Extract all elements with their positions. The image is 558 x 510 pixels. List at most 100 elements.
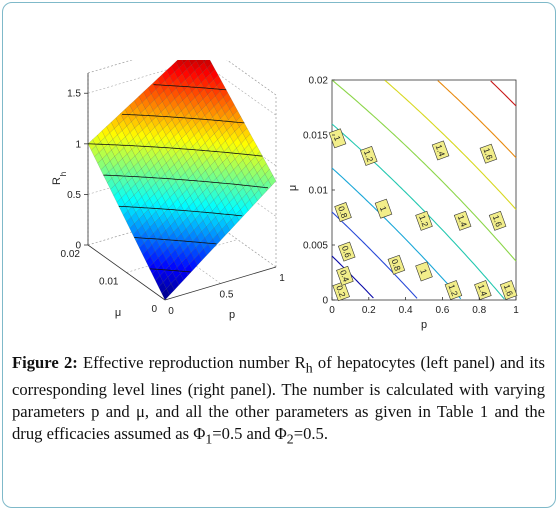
surface-cell <box>173 159 183 172</box>
contour-line-0-6 <box>331 167 462 300</box>
surface-cell <box>161 162 170 175</box>
contour-label: 1.6 <box>499 280 518 301</box>
surface-cell <box>144 142 153 154</box>
surface-mesh <box>87 60 277 301</box>
surface-cell <box>208 171 217 184</box>
contour-label-text: 1.6 <box>502 283 516 298</box>
p-tick-label: 0 <box>168 306 174 317</box>
surface-cell <box>149 193 158 206</box>
surface-cell <box>160 107 170 119</box>
contour-label: 1.2 <box>415 210 433 231</box>
contour-label-text: 1.2 <box>362 149 376 164</box>
x-tick-label: 0.6 <box>435 305 449 316</box>
contour-line-1-2 <box>384 79 517 210</box>
contour-label-text: 1.4 <box>456 214 470 229</box>
contour-label: 1 <box>328 128 347 149</box>
z-tick-label: 0 <box>75 241 81 252</box>
surface-cell <box>158 90 168 102</box>
contour-labels: 0.20.4 0.6 0.8 1 0.8 1 1 1.2 1.2 1.2 1.4 1.4 1.4 1.6 1… <box>328 128 518 302</box>
x-tick-label: 0.4 <box>399 305 413 316</box>
surface-contour-line <box>103 174 269 189</box>
surface-cell <box>181 161 191 173</box>
contour-line-0-4 <box>331 211 418 299</box>
surface-cell <box>157 101 166 113</box>
contour-label-box <box>474 280 492 301</box>
surface-cell <box>161 70 171 81</box>
x-tick-label: 0.2 <box>362 305 376 316</box>
surface-contour-line <box>134 237 217 245</box>
surface-plot: 1.5 1 0.5 0 Rh 0 0.5 1 p 0 0.01 0.02 μ <box>51 60 285 321</box>
surface-cell <box>179 144 189 156</box>
contour-label-box <box>453 210 472 231</box>
contour-label-text: 0.4 <box>338 269 352 284</box>
surface-cell <box>131 117 140 129</box>
caption-text-3: =0.5 and Φ <box>212 424 287 444</box>
contour-line-1-6 <box>490 80 517 107</box>
surface-cell <box>166 186 175 198</box>
surface-contour-line <box>149 268 191 273</box>
surface-axes: 1.5 1 0.5 0 Rh 0 0.5 1 p 0 0.01 0.02 μ <box>51 73 285 321</box>
surface-cell <box>177 73 186 85</box>
surface-cell <box>134 151 144 163</box>
surface-cell <box>195 60 197 61</box>
floor-axis <box>87 244 166 301</box>
contour-label: 1.6 <box>479 143 498 164</box>
surface-cell <box>161 288 170 301</box>
surface-cell <box>211 85 221 97</box>
surface-cell <box>167 242 176 255</box>
contour-label: 1 <box>374 198 393 219</box>
surface-cell <box>152 228 162 241</box>
z-axis-label: R <box>51 177 63 185</box>
surface-cell <box>185 223 195 236</box>
x-tick-label: 1 <box>513 305 519 316</box>
contour-label-box <box>374 198 393 219</box>
contour-label-box <box>488 210 507 231</box>
surface-cell <box>174 121 184 133</box>
surface-cell <box>113 191 122 203</box>
surface-cell <box>225 191 235 203</box>
figure-caption: Figure 2: Effective reproduction number … <box>12 352 545 451</box>
surface-cell <box>153 133 162 145</box>
surface-cell <box>167 271 176 284</box>
surface-cell <box>226 219 235 231</box>
p-axis-label: p <box>229 309 235 321</box>
surface-cell <box>188 230 198 242</box>
contour-label-box <box>334 202 352 222</box>
contour-label-box <box>328 128 347 149</box>
surface-cell <box>163 179 172 192</box>
caption-sub-phi2: 2 <box>286 431 294 447</box>
contour-label: 1.2 <box>360 145 378 166</box>
z-axis-label-sub: h <box>59 172 68 176</box>
contour-label-box <box>415 210 433 231</box>
surface-cell <box>167 147 176 159</box>
contour-label-box <box>360 145 378 166</box>
y-axis-label: μ <box>290 185 299 191</box>
contour-label-text: 0.6 <box>340 244 354 259</box>
z-tick-label: 1.5 <box>67 89 81 100</box>
caption-sub-h: h <box>305 360 313 376</box>
contour-line-0-2 <box>331 255 374 299</box>
contour-label: 0.8 <box>334 202 352 222</box>
contour-label-text: 1.6 <box>481 147 495 162</box>
surface-cell <box>184 139 193 152</box>
contour-label-box <box>431 140 450 161</box>
contour-label-box <box>336 265 354 286</box>
surface-cell <box>224 202 233 214</box>
caption-text-2: of hepatocytes (left panel) and its corr… <box>12 353 545 444</box>
surface-cell <box>154 246 164 259</box>
mu-axis-label: μ <box>115 307 121 319</box>
contour-label: 1.4 <box>453 210 472 231</box>
y-tick-label: 0 <box>322 296 328 307</box>
contour-label-text: 1.2 <box>447 283 461 298</box>
surface-cell <box>235 209 244 222</box>
contour-label-text: 1.2 <box>417 214 431 229</box>
surface-cell <box>157 195 166 208</box>
surface-cell <box>152 78 161 90</box>
surface-cell <box>199 115 209 127</box>
contour-label: 0.4 <box>336 265 354 286</box>
mu-tick-label: 0.01 <box>99 277 119 288</box>
z-tick-label: 1 <box>75 139 81 150</box>
surface-cell <box>197 164 206 176</box>
surface-cell <box>182 217 191 230</box>
surface-cell <box>165 197 174 209</box>
